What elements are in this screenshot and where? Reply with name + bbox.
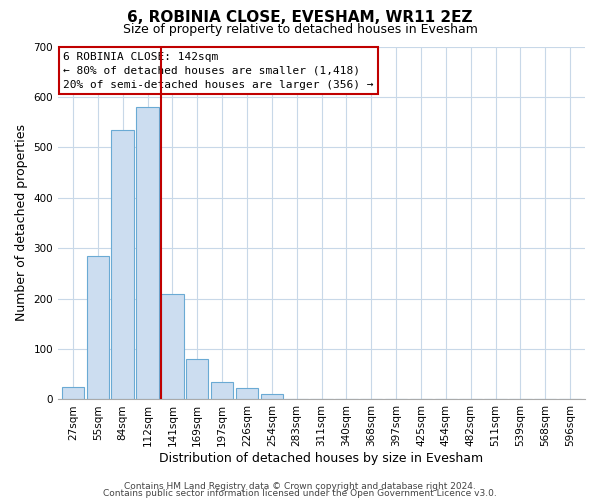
Text: Contains public sector information licensed under the Open Government Licence v3: Contains public sector information licen… <box>103 490 497 498</box>
Bar <box>260 394 283 400</box>
Bar <box>86 256 109 400</box>
Bar <box>211 382 233 400</box>
Text: 6, ROBINIA CLOSE, EVESHAM, WR11 2EZ: 6, ROBINIA CLOSE, EVESHAM, WR11 2EZ <box>127 10 473 25</box>
X-axis label: Distribution of detached houses by size in Evesham: Distribution of detached houses by size … <box>160 452 484 465</box>
Bar <box>112 130 134 400</box>
Bar <box>136 107 159 400</box>
Bar <box>236 388 258 400</box>
Text: 6 ROBINIA CLOSE: 142sqm
← 80% of detached houses are smaller (1,418)
20% of semi: 6 ROBINIA CLOSE: 142sqm ← 80% of detache… <box>64 52 374 90</box>
Bar <box>62 387 84 400</box>
Bar <box>186 359 208 400</box>
Text: Contains HM Land Registry data © Crown copyright and database right 2024.: Contains HM Land Registry data © Crown c… <box>124 482 476 491</box>
Text: Size of property relative to detached houses in Evesham: Size of property relative to detached ho… <box>122 22 478 36</box>
Bar <box>161 294 184 400</box>
Y-axis label: Number of detached properties: Number of detached properties <box>15 124 28 322</box>
